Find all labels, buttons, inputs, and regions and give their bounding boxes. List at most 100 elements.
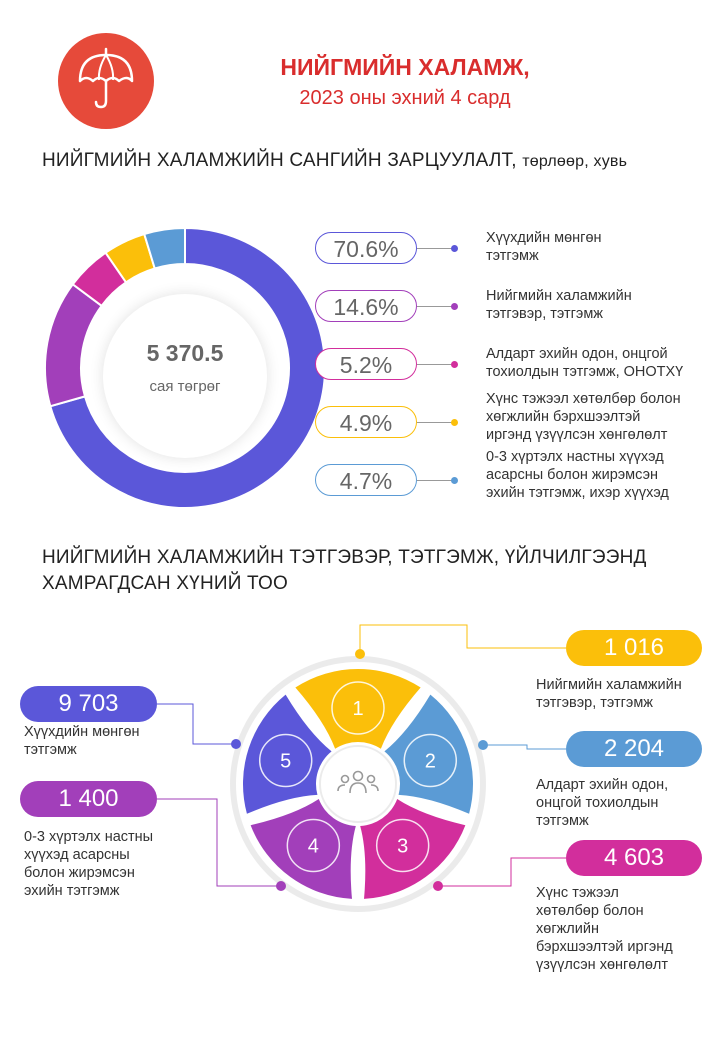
legend-label-line: хөгжлийн бэрхшээлтэй (486, 409, 641, 425)
section1-title: НИЙГМИЙН ХАЛАМЖИЙН САНГИЙН ЗАРЦУУЛАЛТ, т… (42, 150, 702, 172)
page-title: НИЙГМИЙН ХАЛАМЖ, (280, 54, 530, 80)
legend-label-line: тохиолдын тэтгэмж, ОНОТХҮ (486, 364, 684, 380)
value-badge-label: Хүүхдийн мөнгөн тэтгэмж (24, 723, 194, 759)
legend-label: Алдарт эхийн одон, онцгой тохиолдын тэтгэ… (486, 345, 711, 381)
legend-label-line: иргэнд үзүүлсэн хөнгөлөлт (486, 427, 668, 443)
petal-2 (384, 694, 473, 814)
donut-slice-1 (49, 226, 326, 509)
value-badge-label: Нийгмийн халамжийн тэтгэвэр, тэтгэмж (536, 676, 711, 712)
value-badge-label-line: Хүнс тэжээл (536, 885, 619, 901)
legend-label-line: Нийгмийн халамжийн (486, 288, 632, 304)
page-subtitle: 2023 оны эхний 4 сард (299, 87, 511, 109)
legend-label-line: тэтгэвэр, тэтгэмж (486, 306, 603, 322)
value-badge-label-line: хөтөлбөр болон (536, 903, 644, 919)
petal-connector-dot (355, 649, 365, 659)
legend-connector (417, 422, 453, 423)
petal-number-ring (403, 733, 458, 788)
legend-label-line: Хүнс тэжээл хөтөлбөр болон (486, 391, 681, 407)
donut-center (103, 294, 267, 458)
petal-connector-dot (231, 739, 241, 749)
section2-title-line1: НИЙГМИЙН ХАЛАМЖИЙН ТЭТГЭВЭР, ТЭТГЭМЖ, ҮЙ… (42, 547, 647, 568)
value-badge: 2 204 (566, 731, 702, 767)
legend-label: Хүүхдийн мөнгөн тэтгэмж (486, 229, 711, 265)
petal-4 (250, 799, 356, 899)
value-badge: 9 703 (20, 686, 157, 722)
petal-connector (438, 857, 566, 887)
legend-value-pill: 4.7% (315, 464, 417, 496)
value-badge-label-line: хүүхэд асарсны (24, 847, 130, 863)
legend-dot (451, 477, 458, 484)
petal-number: 5 (280, 751, 291, 773)
legend-value-pill: 14.6% (315, 290, 417, 322)
petal-center (319, 745, 397, 823)
value-badge-label-line: Алдарт эхийн одон, (536, 777, 669, 793)
legend-connector (417, 364, 453, 365)
value-badge-label-line: 0-3 хүртэлх настны (24, 829, 154, 845)
value-badge: 1 400 (20, 781, 157, 817)
legend-value-pill: 4.9% (315, 406, 417, 438)
value-badge-label-line: бэрхшээлтэй иргэнд (536, 939, 673, 955)
legend-value-pill: 5.2% (315, 348, 417, 380)
petal-number: 4 (308, 835, 319, 857)
legend-label: 0-3 хүртэлх настны хүүхэд асарсны болон ж… (486, 448, 711, 502)
legend-label: Хүнс тэжээл хөтөлбөр болон хөгжлийн бэрхш… (486, 390, 711, 444)
petal-connector-dot (478, 740, 488, 750)
petal-number-ring (375, 818, 430, 873)
legend-label-line: тэтгэмж (486, 248, 539, 264)
legend-dot (451, 303, 458, 310)
value-badge-label-line: тэтгэвэр, тэтгэмж (536, 695, 653, 711)
value-badge-label: 0-3 хүртэлх настны хүүхэд асарсны болон жи… (24, 828, 194, 900)
legend-label-line: 0-3 хүртэлх настны хүүхэд (486, 449, 664, 465)
legend-value-pill: 70.6% (315, 232, 417, 264)
donut-slice-5 (143, 226, 186, 270)
legend-label-line: Алдарт эхийн одон, онцгой (486, 346, 668, 362)
value-badge-label-line: үзүүлсэн хөнгөлөлт (536, 957, 669, 973)
value-badge-label-line: онцгой тохиолдын (536, 795, 659, 811)
value-badge: 1 016 (566, 630, 702, 666)
umbrella-icon (78, 47, 134, 109)
petal-5 (242, 694, 332, 814)
legend-connector (417, 306, 453, 307)
petal-3 (360, 799, 466, 899)
legend-label: Нийгмийн халамжийн тэтгэвэр, тэтгэмж (486, 287, 711, 323)
value-badge-label: Алдарт эхийн одон, онцгой тохиолдын тэтгэм… (536, 776, 711, 830)
value-badge-label-line: тэтгэмж (24, 742, 77, 758)
petal-connector (359, 624, 566, 654)
section1-title-suffix: төрлөөр, хувь (522, 153, 628, 170)
petal-number: 1 (352, 698, 363, 720)
petal-connector-dot (433, 881, 443, 891)
petal-number: 2 (425, 751, 436, 773)
value-badge-label-line: хөгжлийн (536, 921, 599, 937)
petal-number-ring (331, 681, 385, 735)
petal-1 (295, 668, 421, 749)
legend-dot (451, 361, 458, 368)
petal-number-ring (258, 733, 313, 788)
value-badge-label-line: болон жирэмсэн (24, 865, 135, 881)
legend-dot (451, 245, 458, 252)
logo-badge (58, 33, 154, 129)
legend-label-line: эхийн тэтгэмж, ихэр хүүхэд (486, 485, 669, 501)
petal-number: 3 (397, 835, 408, 857)
people-group-icon (337, 770, 379, 794)
value-badge-label-line: эхийн тэтгэмж (24, 883, 120, 899)
value-badge-label-line: тэтгэмж (536, 813, 589, 829)
petal-connector (157, 798, 281, 887)
value-badge-label-line: Нийгмийн халамжийн (536, 677, 682, 693)
value-badge: 4 603 (566, 840, 702, 876)
value-badge-label: Хүнс тэжээл хөтөлбөр болон хөгжлийн бэрхшээ… (536, 884, 711, 974)
section2-title-line2: ХАМРАГДСАН ХҮНИЙ ТОО (42, 573, 288, 594)
legend-dot (451, 419, 458, 426)
legend-label-line: асарсны болон жирэмсэн (486, 467, 658, 483)
value-badge-label-line: Хүүхдийн мөнгөн (24, 724, 140, 740)
petal-connector-dot (276, 881, 286, 891)
petal-halo-shadow (230, 656, 486, 912)
petal-connector (483, 744, 566, 750)
legend-connector (417, 248, 453, 249)
donut-total-value: 5 370.5 (146, 340, 224, 366)
section1-title-main: НИЙГМИЙН ХАЛАМЖИЙН САНГИЙН ЗАРЦУУЛАЛТ, (42, 150, 517, 171)
donut-total-unit: сая төгрөг (149, 378, 221, 395)
legend-label-line: Хүүхдийн мөнгөн (486, 230, 602, 246)
legend-connector (417, 480, 453, 481)
